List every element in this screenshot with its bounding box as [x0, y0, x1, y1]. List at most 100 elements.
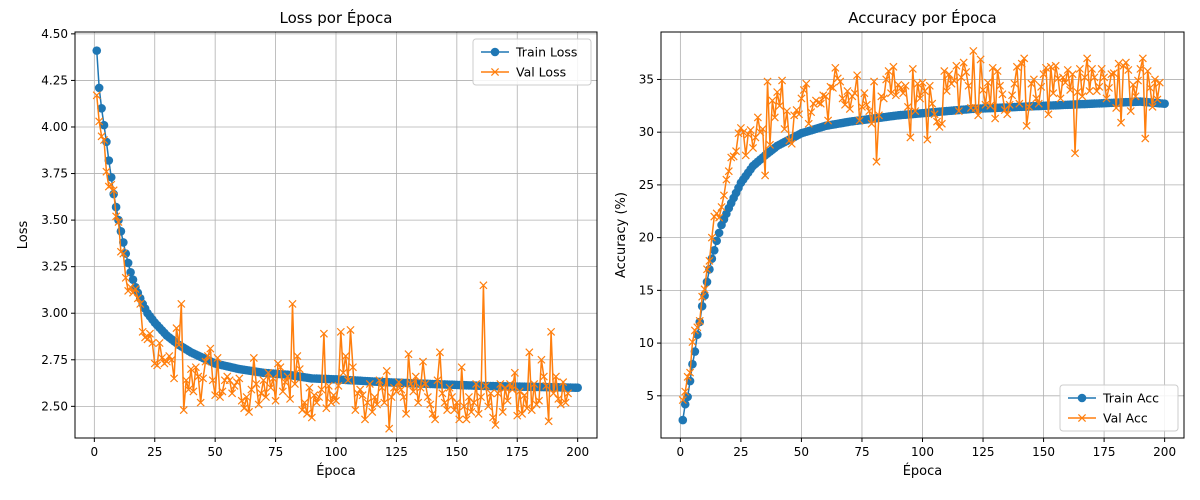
val-acc-point — [753, 113, 762, 122]
val-loss-point — [271, 396, 280, 405]
val-acc-point — [698, 292, 707, 301]
val-acc-point — [974, 111, 983, 120]
val-loss-point — [467, 407, 476, 416]
loss-x-tick-label: 100 — [325, 445, 348, 459]
val-loss-point — [377, 383, 386, 392]
val-loss-point — [370, 393, 379, 402]
val-acc-point — [1124, 65, 1133, 74]
val-acc-point — [874, 111, 883, 120]
accuracy-y-tick-label: 10 — [639, 336, 654, 350]
val-acc-point — [1058, 73, 1067, 82]
val-loss-point — [278, 387, 287, 396]
val-acc-point — [761, 171, 770, 180]
val-acc-point — [1012, 62, 1021, 71]
val-acc-point — [814, 98, 823, 107]
val-acc-point — [903, 102, 912, 111]
val-acc-point — [1085, 87, 1094, 96]
val-loss-point — [252, 379, 261, 389]
val-loss-point — [211, 391, 220, 400]
val-loss-point — [223, 372, 232, 381]
accuracy-legend-box — [1059, 384, 1179, 432]
val-acc-point — [1027, 79, 1036, 88]
val-acc-point — [862, 100, 871, 109]
val-loss-point — [336, 327, 345, 336]
val-loss-point — [438, 389, 447, 398]
val-acc-point — [995, 81, 1005, 90]
loss-x-tick-label: 25 — [147, 445, 162, 459]
val-loss-point — [368, 407, 377, 416]
val-acc-point — [1015, 99, 1024, 108]
loss-legend-box — [472, 38, 592, 86]
val-loss-point — [435, 348, 444, 357]
val-loss-point — [121, 273, 130, 282]
train-acc-point — [712, 236, 721, 246]
val-acc-point — [1100, 73, 1109, 82]
val-loss-point — [505, 379, 515, 389]
loss-x-tick-label: 0 — [91, 445, 99, 459]
val-acc-point — [831, 63, 840, 72]
loss-y-tick-label: 4.50 — [41, 27, 68, 41]
val-loss-point — [479, 281, 488, 290]
val-acc-point — [1041, 63, 1051, 72]
accuracy-y-tick-label: 15 — [639, 283, 654, 297]
val-loss-point — [179, 406, 188, 415]
val-loss-point — [503, 396, 512, 405]
val-loss-point — [92, 91, 101, 100]
val-acc-point — [804, 119, 813, 128]
val-acc-point — [1017, 59, 1026, 68]
val-loss-point — [346, 325, 355, 335]
val-acc-point — [1056, 94, 1065, 103]
val-acc-point — [688, 338, 697, 347]
val-loss-point — [261, 393, 270, 402]
val-loss-point — [440, 398, 449, 407]
val-acc-point — [923, 135, 932, 144]
val-acc-point — [872, 157, 881, 166]
val-loss-point — [317, 385, 326, 394]
val-loss-point — [554, 394, 563, 403]
train-loss-point — [573, 383, 582, 393]
val-acc-point — [891, 91, 900, 100]
accuracy-y-tick-label: 35 — [639, 72, 654, 86]
val-loss-point — [460, 402, 469, 411]
accuracy-y-axis-title: Accuracy (%) — [614, 192, 629, 278]
val-acc-point — [1102, 94, 1111, 103]
val-acc-point — [792, 106, 801, 115]
val-loss-point — [235, 374, 244, 383]
val-acc-point — [712, 209, 721, 218]
val-loss-point — [300, 398, 309, 407]
val-loss-point — [174, 340, 183, 349]
val-loss-point — [443, 406, 452, 415]
val-loss-point — [493, 389, 502, 398]
val-acc-point — [1010, 79, 1019, 88]
val-loss-point — [356, 385, 365, 394]
val-loss-point — [310, 391, 319, 400]
val-loss-point — [491, 420, 500, 429]
accuracy-x-tick-label: 200 — [1153, 445, 1176, 459]
val-loss-point — [213, 353, 222, 362]
val-acc-point — [722, 175, 731, 184]
val-acc-point — [952, 61, 961, 70]
val-loss-point — [559, 378, 568, 387]
val-acc-point — [681, 387, 690, 396]
train-loss-point — [104, 156, 114, 165]
val-loss-point — [462, 415, 471, 424]
val-acc-point — [1003, 110, 1012, 119]
val-acc-point — [1037, 82, 1046, 91]
accuracy-chart: 0 25 50 75 100 125 150 175 200 5 10 15 20 25 30 35 Accur… — [614, 8, 1185, 479]
val-acc-point — [908, 64, 917, 73]
val-loss-point — [319, 329, 328, 338]
val-loss-point — [426, 400, 435, 409]
val-loss-point — [249, 353, 258, 362]
val-acc-point — [705, 256, 714, 265]
val-loss-point — [402, 409, 411, 418]
val-loss-point — [544, 417, 553, 426]
val-acc-point — [1005, 100, 1014, 109]
val-loss-point — [203, 352, 212, 361]
val-acc-point — [821, 92, 830, 101]
val-acc-point — [1104, 83, 1113, 92]
loss-y-tick-label: 3.00 — [41, 306, 68, 320]
val-acc-point — [993, 66, 1002, 76]
val-loss-point — [143, 335, 152, 344]
accuracy-x-tick-label: 100 — [911, 445, 934, 459]
val-acc-point — [739, 128, 748, 137]
